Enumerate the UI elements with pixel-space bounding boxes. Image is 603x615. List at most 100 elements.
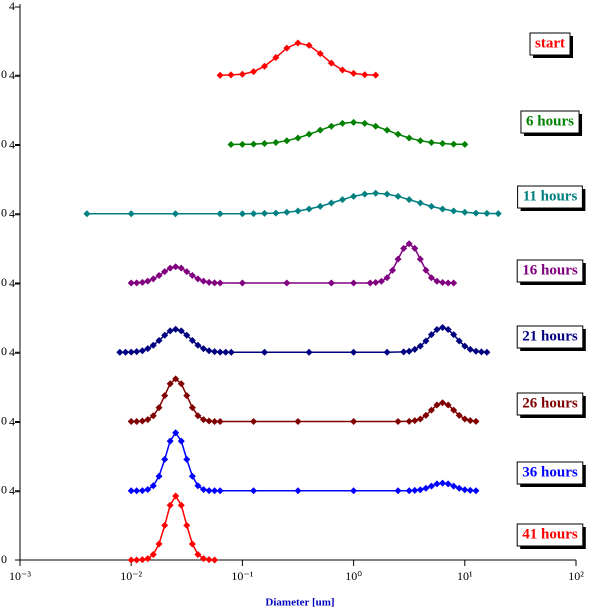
marker — [205, 417, 213, 425]
marker — [172, 492, 180, 500]
marker — [327, 59, 335, 67]
y-tick-label: 4 — [9, 207, 15, 221]
marker — [350, 487, 358, 495]
marker — [427, 274, 435, 282]
marker — [450, 482, 458, 490]
marker — [211, 556, 219, 564]
marker — [83, 210, 91, 218]
marker — [327, 122, 335, 130]
marker — [216, 348, 224, 356]
marker — [411, 417, 419, 425]
marker — [161, 455, 169, 463]
y-tick-label: 0 — [1, 344, 7, 358]
legend-label: 26 hours — [522, 395, 578, 411]
legend-entry: 26 hours — [516, 392, 586, 418]
marker — [305, 205, 313, 213]
marker — [222, 348, 230, 356]
marker — [427, 331, 435, 339]
marker — [372, 278, 380, 286]
marker — [350, 118, 358, 126]
marker — [466, 486, 474, 494]
x-tick-label: 10⁰ — [345, 569, 362, 583]
marker — [377, 277, 385, 285]
series-line — [220, 42, 376, 77]
y-tick-label: 0 — [1, 275, 7, 289]
marker — [227, 71, 235, 79]
legend-entry: 16 hours — [516, 259, 586, 285]
marker — [461, 415, 469, 423]
marker — [122, 348, 130, 356]
marker — [416, 342, 424, 350]
marker — [227, 348, 235, 356]
marker — [144, 555, 152, 563]
marker — [216, 279, 224, 287]
marker — [133, 279, 141, 287]
marker — [427, 482, 435, 490]
marker — [155, 472, 163, 480]
legend-label: 6 hours — [526, 113, 574, 129]
marker — [405, 196, 413, 204]
marker — [149, 341, 157, 349]
marker — [188, 271, 196, 279]
marker — [411, 486, 419, 494]
marker — [439, 278, 447, 286]
marker — [155, 336, 163, 344]
marker — [372, 122, 380, 130]
marker — [188, 404, 196, 412]
legend-box — [520, 110, 580, 134]
marker — [127, 556, 135, 564]
marker — [405, 240, 413, 248]
marker — [177, 327, 185, 335]
y-tick-label: 4 — [9, 0, 15, 13]
marker — [177, 264, 185, 272]
marker — [389, 266, 397, 274]
marker — [166, 501, 174, 509]
marker — [472, 347, 480, 355]
marker — [133, 556, 141, 564]
marker — [177, 437, 185, 445]
x-tick-label: 10⁻¹ — [231, 569, 253, 583]
marker — [294, 39, 302, 47]
legend-entry: 21 hours — [516, 325, 586, 351]
marker — [394, 418, 402, 425]
marker — [461, 140, 469, 148]
marker — [127, 348, 135, 356]
marker — [149, 482, 157, 490]
marker — [433, 480, 441, 488]
legend-box — [517, 185, 583, 209]
marker — [422, 484, 430, 492]
marker — [433, 401, 441, 409]
marker — [405, 487, 413, 495]
marker — [383, 274, 391, 282]
marker — [155, 271, 163, 279]
marker — [427, 406, 435, 414]
marker — [216, 210, 224, 218]
marker — [394, 192, 402, 200]
marker — [294, 418, 302, 425]
marker — [183, 268, 191, 276]
marker — [416, 486, 424, 494]
legend-label: 16 hours — [522, 262, 578, 278]
marker — [450, 207, 458, 215]
x-tick-label: 10⁻² — [120, 569, 142, 583]
marker — [172, 263, 180, 271]
marker — [205, 347, 213, 355]
marker — [177, 501, 185, 509]
x-tick-label: 10⁻³ — [9, 569, 31, 583]
marker — [138, 347, 146, 355]
marker — [461, 208, 469, 216]
marker — [183, 521, 191, 529]
marker — [161, 521, 169, 529]
marker — [361, 119, 369, 127]
marker — [166, 264, 174, 272]
marker — [238, 70, 246, 78]
marker — [183, 331, 191, 339]
marker — [211, 279, 219, 287]
marker — [383, 348, 391, 356]
marker — [294, 207, 302, 215]
marker — [260, 62, 268, 70]
marker — [444, 480, 452, 488]
marker — [166, 437, 174, 445]
marker — [477, 348, 485, 356]
marker — [444, 279, 452, 287]
